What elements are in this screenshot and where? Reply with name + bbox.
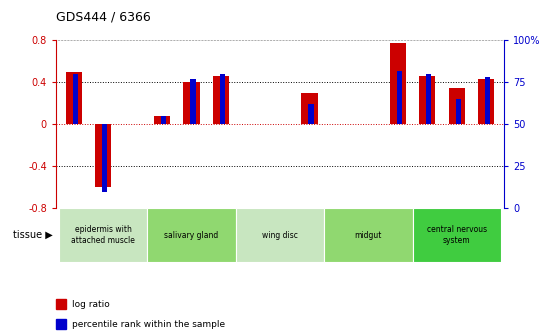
Bar — [309, 104, 314, 124]
Text: GSM4524: GSM4524 — [248, 219, 253, 249]
Bar — [472, 208, 501, 260]
Bar — [442, 208, 472, 260]
Bar — [324, 208, 354, 260]
Bar — [301, 93, 318, 124]
Bar — [456, 99, 461, 124]
Bar — [396, 71, 402, 124]
Text: percentile rank within the sample: percentile rank within the sample — [72, 320, 225, 329]
Bar — [147, 208, 236, 262]
Bar — [236, 208, 265, 260]
Bar — [220, 74, 225, 124]
Text: GSM4530: GSM4530 — [278, 219, 282, 249]
Bar — [383, 208, 413, 260]
Text: tissue ▶: tissue ▶ — [13, 230, 53, 240]
Bar — [485, 77, 491, 124]
Bar — [95, 124, 111, 187]
Bar — [102, 124, 108, 192]
Text: GSM4564: GSM4564 — [454, 219, 459, 249]
Text: epidermis with
attached muscle: epidermis with attached muscle — [71, 225, 135, 245]
Text: GSM4559: GSM4559 — [425, 219, 430, 249]
Bar — [449, 88, 465, 124]
Text: GSM4552: GSM4552 — [395, 219, 400, 249]
Text: GDS444 / 6366: GDS444 / 6366 — [56, 10, 151, 24]
Text: GSM4568: GSM4568 — [484, 219, 489, 249]
Text: GSM4492: GSM4492 — [130, 219, 135, 249]
Text: log ratio: log ratio — [72, 300, 109, 308]
Bar — [265, 208, 295, 260]
Bar — [390, 43, 406, 124]
Text: GSM4490: GSM4490 — [71, 219, 76, 249]
Text: GSM4541: GSM4541 — [337, 219, 342, 249]
Bar — [177, 208, 206, 260]
Text: midgut: midgut — [354, 231, 382, 240]
Bar — [88, 208, 118, 260]
Bar — [147, 208, 177, 260]
Bar — [213, 76, 229, 124]
Bar — [236, 208, 324, 262]
Bar — [324, 208, 413, 262]
Text: GSM4491: GSM4491 — [101, 219, 106, 249]
Bar — [59, 208, 88, 260]
Bar — [72, 74, 78, 124]
Bar — [413, 208, 442, 260]
Bar — [478, 79, 494, 124]
Text: GSM4534: GSM4534 — [307, 219, 312, 249]
Bar — [354, 208, 383, 260]
Text: GSM4547: GSM4547 — [366, 219, 371, 249]
Bar — [206, 208, 236, 260]
Text: wing disc: wing disc — [262, 231, 298, 240]
Text: GSM4520: GSM4520 — [218, 219, 223, 249]
Text: GSM4515: GSM4515 — [189, 219, 194, 249]
Bar — [184, 82, 200, 124]
Bar — [154, 116, 170, 124]
Bar — [59, 208, 147, 262]
Bar — [413, 208, 501, 262]
Bar — [161, 116, 166, 124]
Bar — [190, 79, 195, 124]
Bar — [426, 74, 432, 124]
Bar — [118, 208, 147, 260]
Bar — [66, 72, 82, 124]
Bar — [419, 76, 436, 124]
Bar — [295, 208, 324, 260]
Text: central nervous
system: central nervous system — [427, 225, 487, 245]
Text: salivary gland: salivary gland — [165, 231, 219, 240]
Text: GSM4508: GSM4508 — [160, 219, 165, 249]
